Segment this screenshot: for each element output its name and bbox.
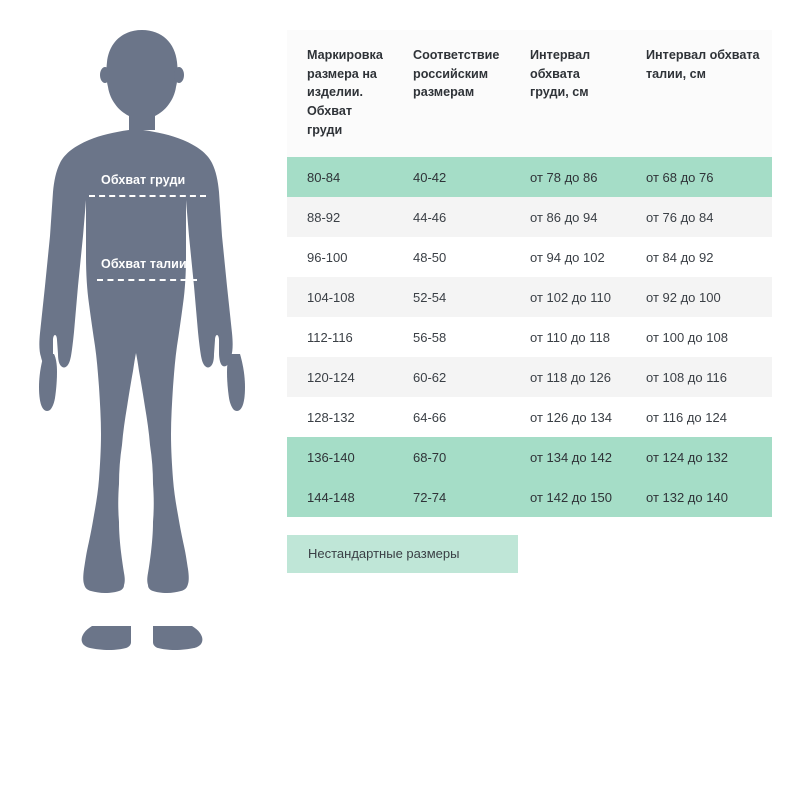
- cell-russian-size: 64-66: [413, 409, 447, 425]
- cell-marking: 128-132: [307, 409, 355, 425]
- table-row: 112-116 56-58 от 110 до 118 от 100 до 108: [287, 317, 772, 358]
- cell-waist-range: от 76 до 84: [646, 209, 714, 225]
- table-row: 128-132 64-66 от 126 до 134 от 116 до 124: [287, 397, 772, 438]
- waist-measure-line: [97, 279, 197, 281]
- cell-chest-range: от 110 до 118: [530, 329, 610, 345]
- column-header-marking: Маркировка размера на изделии. Обхват гр…: [287, 30, 393, 158]
- cell-waist-range: от 100 до 108: [646, 329, 728, 345]
- table-row: 144-148 72-74 от 142 до 150 от 132 до 140: [287, 477, 772, 518]
- cell-russian-size: 68-70: [413, 449, 447, 465]
- column-header-russian-size: Соответствие российским размерам: [393, 30, 510, 158]
- body-figure-panel: Обхват груди Обхват талии: [0, 0, 285, 700]
- male-body-silhouette-icon: [39, 30, 245, 650]
- chest-measure-line: [89, 195, 206, 197]
- table-row: 96-100 48-50 от 94 до 102 от 84 до 92: [287, 237, 772, 278]
- cell-marking: 104-108: [307, 289, 355, 305]
- cell-chest-range: от 102 до 110: [530, 289, 611, 305]
- cell-waist-range: от 84 до 92: [646, 249, 714, 265]
- table-header: Маркировка размера на изделии. Обхват гр…: [287, 30, 772, 158]
- table-row: 104-108 52-54 от 102 до 110 от 92 до 100: [287, 277, 772, 318]
- table-header-row: Маркировка размера на изделии. Обхват гр…: [287, 30, 772, 158]
- cell-russian-size: 60-62: [413, 369, 447, 385]
- cell-russian-size: 72-74: [413, 489, 447, 505]
- cell-russian-size: 40-42: [413, 169, 447, 185]
- cell-russian-size: 48-50: [413, 249, 447, 265]
- cell-russian-size: 56-58: [413, 329, 447, 345]
- cell-waist-range: от 68 до 76: [646, 169, 714, 185]
- cell-marking: 120-124: [307, 369, 355, 385]
- cell-waist-range: от 132 до 140: [646, 489, 728, 505]
- column-header-chest-range: Интервал обхвата груди, см: [510, 30, 628, 158]
- cell-chest-range: от 94 до 102: [530, 249, 605, 265]
- column-header-waist-range: Интервал обхвата талии, см: [628, 30, 772, 158]
- cell-marking: 88-92: [307, 209, 341, 225]
- cell-marking: 112-116: [307, 329, 353, 345]
- chest-measure-label: Обхват груди: [101, 173, 186, 187]
- nonstandard-sizes-button[interactable]: Нестандартные размеры: [287, 535, 518, 573]
- cell-marking: 136-140: [307, 449, 355, 465]
- cell-chest-range: от 134 до 142: [530, 449, 612, 465]
- cell-chest-range: от 86 до 94: [530, 209, 598, 225]
- cell-waist-range: от 116 до 124: [646, 409, 727, 425]
- table-row: 136-140 68-70 от 134 до 142 от 124 до 132: [287, 437, 772, 478]
- cell-chest-range: от 126 до 134: [530, 409, 612, 425]
- cell-russian-size: 52-54: [413, 289, 447, 305]
- table-body: 80-84 40-42 от 78 до 86 от 68 до 76 88-92 44-…: [287, 157, 772, 518]
- waist-measure-label: Обхват талии: [101, 257, 187, 271]
- cell-chest-range: от 118 до 126: [530, 369, 611, 385]
- table-row: 80-84 40-42 от 78 до 86 от 68 до 76: [287, 157, 772, 198]
- cell-marking: 80-84: [307, 169, 341, 185]
- cell-chest-range: от 78 до 86: [530, 169, 598, 185]
- cell-waist-range: от 92 до 100: [646, 289, 721, 305]
- cell-marking: 144-148: [307, 489, 355, 505]
- cell-waist-range: от 108 до 116: [646, 369, 727, 385]
- cell-waist-range: от 124 до 132: [646, 449, 728, 465]
- cell-marking: 96-100: [307, 249, 348, 265]
- cell-russian-size: 44-46: [413, 209, 447, 225]
- table-row: 120-124 60-62 от 118 до 126 от 108 до 116: [287, 357, 772, 398]
- size-chart-table: Маркировка размера на изделии. Обхват гр…: [287, 30, 772, 518]
- cell-chest-range: от 142 до 150: [530, 489, 612, 505]
- table-row: 88-92 44-46 от 86 до 94 от 76 до 84: [287, 197, 772, 238]
